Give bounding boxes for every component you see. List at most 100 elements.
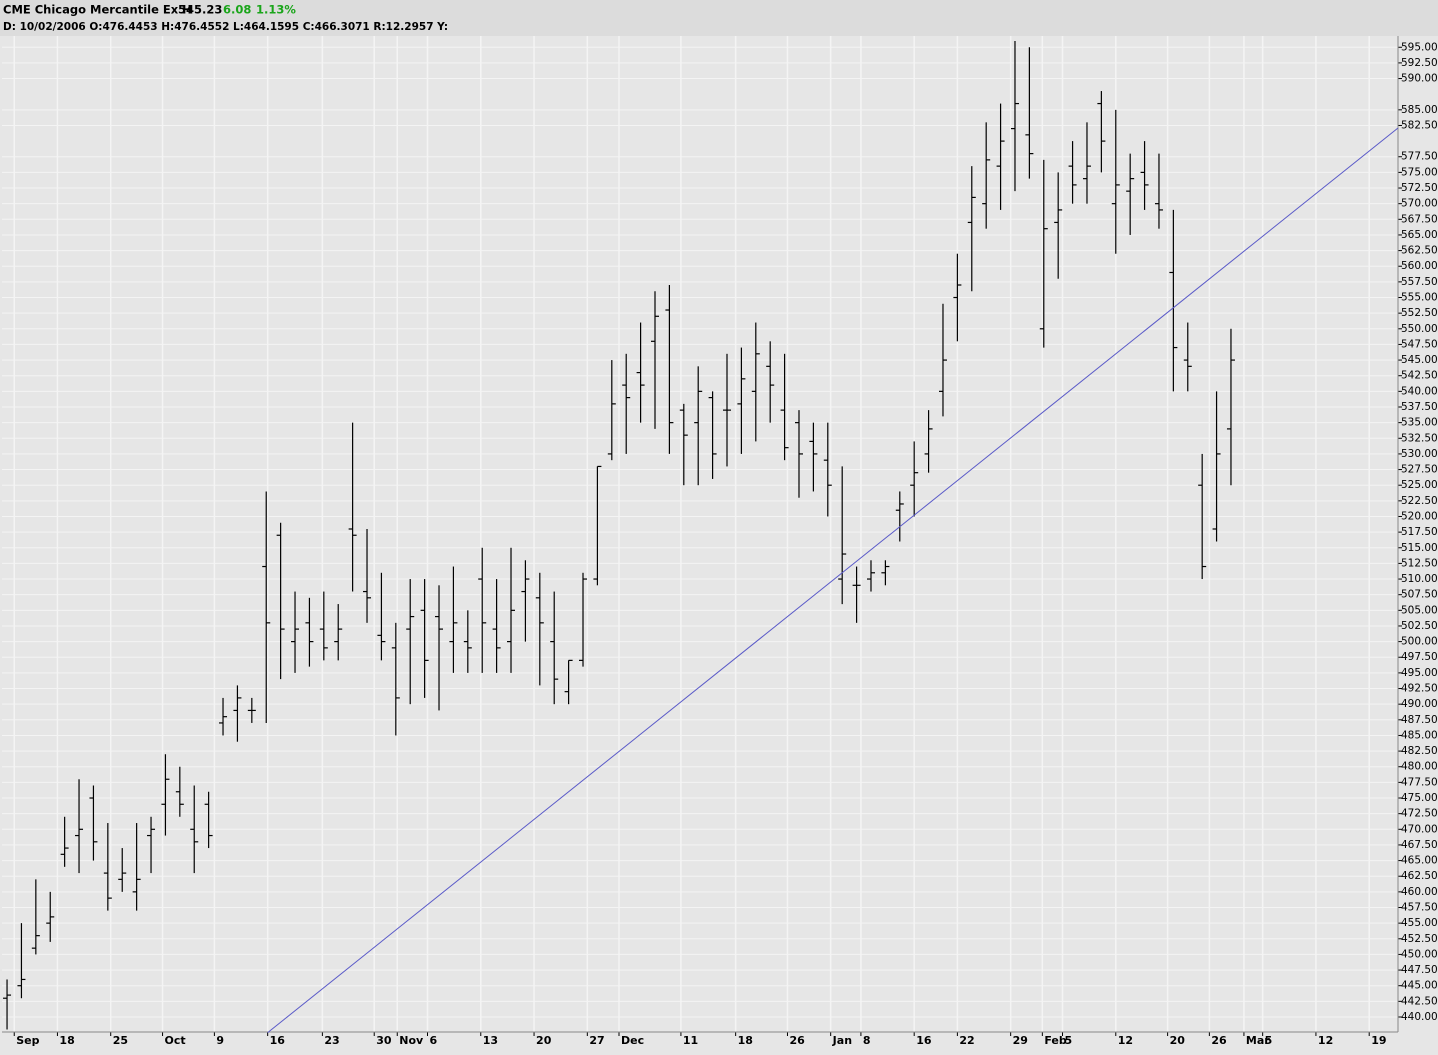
x-tick-label: 12	[1318, 1034, 1333, 1047]
y-tick-label: 480.00	[1401, 761, 1438, 773]
y-tick-label: 487.50	[1401, 714, 1438, 726]
x-tick-label: 9	[216, 1034, 224, 1047]
x-tick-label: 6	[429, 1034, 437, 1047]
x-tick-label: 5	[1064, 1034, 1072, 1047]
y-tick-label: 585.00	[1401, 104, 1438, 116]
y-tick-label: 570.00	[1401, 198, 1438, 210]
y-tick-label: 535.00	[1401, 417, 1438, 429]
y-tick-label: 515.00	[1401, 542, 1438, 554]
y-tick-label: 547.50	[1401, 338, 1438, 350]
x-tick-label: 16	[270, 1034, 286, 1047]
y-tick-label: 590.00	[1401, 73, 1438, 85]
y-tick-label: 572.50	[1401, 182, 1438, 194]
y-tick-label: 527.50	[1401, 464, 1438, 476]
y-tick-label: 467.50	[1401, 839, 1438, 851]
y-tick-label: 562.50	[1401, 245, 1438, 257]
x-tick-label: 5	[1265, 1034, 1273, 1047]
y-tick-label: 447.50	[1401, 964, 1438, 976]
y-tick-label: 522.50	[1401, 495, 1438, 507]
y-tick-label: 485.00	[1401, 729, 1438, 741]
y-tick-label: 540.00	[1401, 385, 1438, 397]
x-tick-label: 20	[536, 1034, 552, 1047]
y-tick-label: 495.00	[1401, 667, 1438, 679]
x-tick-label: Dec	[621, 1034, 644, 1047]
y-tick-label: 555.00	[1401, 292, 1438, 304]
y-tick-label: 510.00	[1401, 573, 1438, 585]
x-tick-label: 20	[1170, 1034, 1186, 1047]
x-tick-label: 22	[959, 1034, 974, 1047]
y-tick-label: 472.50	[1401, 808, 1438, 820]
y-tick-label: 460.00	[1401, 886, 1438, 898]
change-pct: 1.13%	[256, 3, 296, 17]
x-tick-label: 13	[483, 1034, 498, 1047]
y-tick-label: 455.00	[1401, 917, 1438, 929]
bar-info: D: 10/02/2006 O:476.4453 H:476.4552 L:46…	[3, 21, 448, 33]
x-tick-label: 30	[376, 1034, 392, 1047]
x-tick-label: 27	[589, 1034, 604, 1047]
x-tick-label: 18	[738, 1034, 753, 1047]
x-tick-label: 18	[59, 1034, 74, 1047]
x-tick-label: 8	[863, 1034, 871, 1047]
change: 6.08	[223, 3, 251, 17]
trend-line	[267, 127, 1399, 1034]
x-tick-label: Feb	[1044, 1034, 1067, 1047]
x-tick-label: Nov	[399, 1034, 424, 1047]
y-tick-label: 475.00	[1401, 792, 1438, 804]
y-tick-label: 525.00	[1401, 479, 1438, 491]
x-tick-label: 26	[1211, 1034, 1227, 1047]
y-tick-label: 542.50	[1401, 370, 1438, 382]
y-tick-label: 532.50	[1401, 432, 1438, 444]
y-tick-label: 512.50	[1401, 557, 1438, 569]
y-tick-label: 477.50	[1401, 776, 1438, 788]
x-tick-label: 26	[789, 1034, 805, 1047]
y-tick-label: 517.50	[1401, 526, 1438, 538]
x-tick-label: Jan	[832, 1034, 852, 1047]
x-tick-label: Oct	[165, 1034, 186, 1047]
y-tick-label: 565.00	[1401, 229, 1438, 241]
x-tick-label: 11	[683, 1034, 698, 1047]
y-tick-label: 505.00	[1401, 604, 1438, 616]
symbol: CME Chicago Mercantile Ex H	[3, 3, 192, 17]
y-tick-label: 492.50	[1401, 683, 1438, 695]
y-tick-label: 507.50	[1401, 589, 1438, 601]
y-tick-label: 575.00	[1401, 166, 1438, 178]
y-tick-label: 452.50	[1401, 933, 1438, 945]
y-tick-label: 592.50	[1401, 57, 1438, 69]
x-tick-label: 23	[324, 1034, 339, 1047]
x-tick-label: 16	[916, 1034, 932, 1047]
y-tick-label: 442.50	[1401, 995, 1438, 1007]
x-tick-label: Mar	[1246, 1034, 1270, 1047]
y-tick-label: 567.50	[1401, 213, 1438, 225]
x-tick-label: 12	[1118, 1034, 1133, 1047]
x-tick-label: 25	[113, 1034, 128, 1047]
y-tick-label: 450.00	[1401, 948, 1438, 960]
y-tick-label: 457.50	[1401, 902, 1438, 914]
y-tick-label: 445.00	[1401, 980, 1438, 992]
header-bar	[0, 0, 1438, 36]
plot-background	[2, 36, 1398, 1032]
y-tick-label: 552.50	[1401, 307, 1438, 319]
last-price: 545.23	[178, 3, 222, 17]
y-tick-label: 440.00	[1401, 1011, 1438, 1023]
x-tick-label: 19	[1371, 1034, 1386, 1047]
y-tick-label: 582.50	[1401, 119, 1438, 131]
y-tick-label: 577.50	[1401, 151, 1438, 163]
y-tick-label: 560.00	[1401, 260, 1438, 272]
y-tick-label: 502.50	[1401, 620, 1438, 632]
y-tick-label: 465.00	[1401, 855, 1438, 867]
y-tick-label: 482.50	[1401, 745, 1438, 757]
y-tick-label: 545.00	[1401, 354, 1438, 366]
y-tick-label: 550.00	[1401, 323, 1438, 335]
y-tick-label: 470.00	[1401, 823, 1438, 835]
y-tick-label: 557.50	[1401, 276, 1438, 288]
x-tick-label: 29	[1013, 1034, 1028, 1047]
y-tick-label: 500.00	[1401, 636, 1438, 648]
y-tick-label: 462.50	[1401, 870, 1438, 882]
y-tick-label: 530.00	[1401, 448, 1438, 460]
y-tick-label: 595.00	[1401, 41, 1438, 53]
y-tick-label: 520.00	[1401, 510, 1438, 522]
x-tick-label: Sep	[16, 1034, 39, 1047]
y-tick-label: 537.50	[1401, 401, 1438, 413]
y-tick-label: 497.50	[1401, 651, 1438, 663]
